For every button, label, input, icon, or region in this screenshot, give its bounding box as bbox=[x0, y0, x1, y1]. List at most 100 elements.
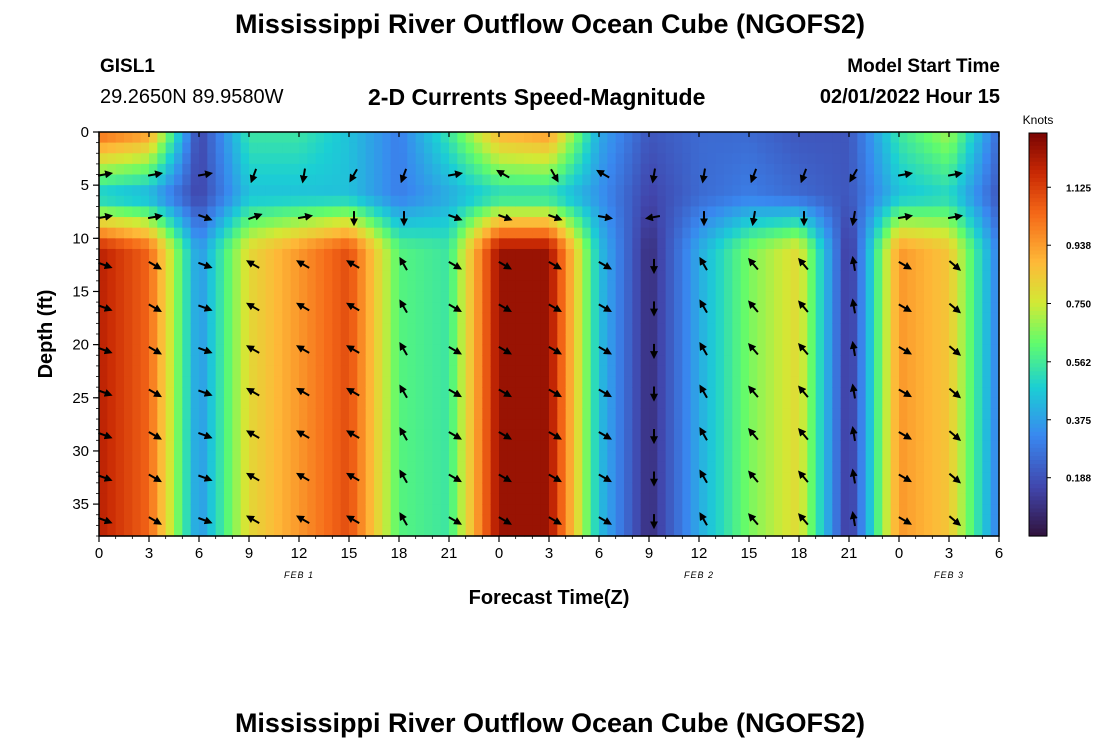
heatmap-cell bbox=[207, 174, 217, 186]
heatmap-cell bbox=[640, 270, 650, 282]
heatmap-cell bbox=[849, 461, 858, 473]
heatmap-cell bbox=[890, 323, 900, 335]
heatmap-cell bbox=[307, 482, 317, 495]
heatmap-cell bbox=[449, 355, 458, 367]
heatmap-cell bbox=[315, 355, 325, 367]
heatmap-cell bbox=[690, 387, 700, 399]
current-arrow bbox=[246, 515, 260, 524]
heatmap-cell bbox=[640, 163, 650, 176]
heatmap-cell bbox=[490, 397, 500, 410]
heatmap-cell bbox=[157, 419, 167, 431]
heatmap-cell bbox=[365, 302, 375, 314]
heatmap-cell bbox=[482, 334, 492, 346]
heatmap-cell bbox=[315, 259, 325, 271]
heatmap-cell bbox=[557, 408, 567, 420]
heatmap-cell bbox=[399, 440, 408, 452]
heatmap-cell bbox=[849, 355, 858, 367]
heatmap-cell bbox=[124, 185, 133, 197]
heatmap-cell bbox=[965, 132, 975, 144]
heatmap-cell bbox=[682, 174, 692, 186]
heatmap-cell bbox=[965, 174, 975, 186]
heatmap-cell bbox=[690, 153, 700, 165]
heatmap-cell bbox=[107, 227, 117, 239]
heatmap-cell bbox=[899, 408, 908, 420]
heatmap-cell bbox=[465, 195, 475, 208]
heatmap-cell bbox=[332, 238, 342, 250]
heatmap-cell bbox=[224, 514, 233, 526]
heatmap-cell bbox=[740, 525, 750, 537]
heatmap-cell bbox=[524, 302, 533, 314]
heatmap-cell bbox=[832, 185, 842, 197]
heatmap-cell bbox=[907, 504, 917, 516]
heatmap-cell bbox=[615, 132, 625, 144]
heatmap-cell bbox=[715, 482, 725, 495]
heatmap-cell bbox=[465, 440, 475, 452]
heatmap-cell bbox=[665, 312, 675, 324]
heatmap-cell bbox=[415, 291, 425, 303]
heatmap-cell bbox=[940, 174, 950, 186]
heatmap-cell bbox=[724, 440, 733, 452]
heatmap-cell bbox=[724, 132, 733, 144]
heatmap-cell bbox=[507, 248, 517, 261]
heatmap-cell bbox=[832, 153, 842, 165]
heatmap-cell bbox=[332, 259, 342, 271]
heatmap-cell bbox=[457, 525, 467, 537]
heatmap-cell bbox=[974, 227, 983, 239]
heatmap-cell bbox=[382, 525, 392, 537]
heatmap-cell bbox=[815, 302, 825, 314]
heatmap-cell bbox=[457, 185, 467, 197]
heatmap-cell bbox=[457, 355, 467, 367]
heatmap-cell bbox=[624, 142, 633, 154]
current-arrow bbox=[98, 304, 113, 312]
heatmap-cell bbox=[924, 206, 933, 218]
heatmap-cell bbox=[149, 482, 158, 495]
heatmap-cell bbox=[274, 472, 283, 484]
heatmap-cell bbox=[124, 163, 133, 176]
heatmap-cell bbox=[782, 461, 792, 473]
heatmap-cell bbox=[349, 312, 358, 324]
heatmap-cell bbox=[357, 174, 367, 186]
y-tick-label: 25 bbox=[72, 390, 89, 407]
heatmap-cell bbox=[165, 270, 175, 282]
heatmap-cell bbox=[840, 185, 850, 197]
heatmap-cell bbox=[640, 408, 650, 420]
heatmap-cell bbox=[524, 248, 533, 261]
heatmap-cell bbox=[390, 270, 400, 282]
heatmap-cell bbox=[182, 323, 192, 335]
heatmap-cell bbox=[665, 259, 675, 271]
heatmap-cell bbox=[899, 504, 908, 516]
heatmap-cell bbox=[290, 312, 300, 324]
heatmap-cell bbox=[357, 525, 367, 537]
heatmap-cell bbox=[340, 461, 350, 473]
heatmap-cell bbox=[790, 419, 800, 431]
heatmap-cell bbox=[732, 504, 742, 516]
heatmap-cell bbox=[865, 270, 875, 282]
heatmap-cell bbox=[740, 259, 750, 271]
heatmap-cell bbox=[449, 270, 458, 282]
heatmap-cell bbox=[474, 365, 483, 378]
heatmap-cell bbox=[407, 163, 417, 176]
heatmap-cell bbox=[249, 365, 258, 378]
y-tick-label: 5 bbox=[81, 177, 89, 194]
heatmap-cell bbox=[649, 206, 658, 218]
heatmap-cell bbox=[549, 408, 558, 420]
heatmap-cell bbox=[224, 482, 233, 495]
heatmap-cell bbox=[790, 174, 800, 186]
heatmap-cell bbox=[882, 227, 892, 239]
colorbar-segment bbox=[1029, 338, 1047, 344]
colorbar-segment bbox=[1029, 270, 1047, 275]
heatmap-cell bbox=[574, 482, 583, 495]
heatmap-cell bbox=[440, 440, 450, 452]
heatmap-cell bbox=[865, 163, 875, 176]
heatmap-cell bbox=[524, 387, 533, 399]
heatmap-cell bbox=[149, 185, 158, 197]
heatmap-cell bbox=[215, 142, 225, 154]
heatmap-cell bbox=[982, 429, 992, 441]
heatmap-cell bbox=[790, 450, 800, 463]
heatmap-cell bbox=[457, 174, 467, 186]
heatmap-cell bbox=[157, 163, 167, 176]
heatmap-cell bbox=[599, 365, 608, 378]
heatmap-cell bbox=[874, 163, 883, 176]
heatmap-cell bbox=[399, 504, 408, 516]
heatmap-cell bbox=[199, 334, 208, 346]
